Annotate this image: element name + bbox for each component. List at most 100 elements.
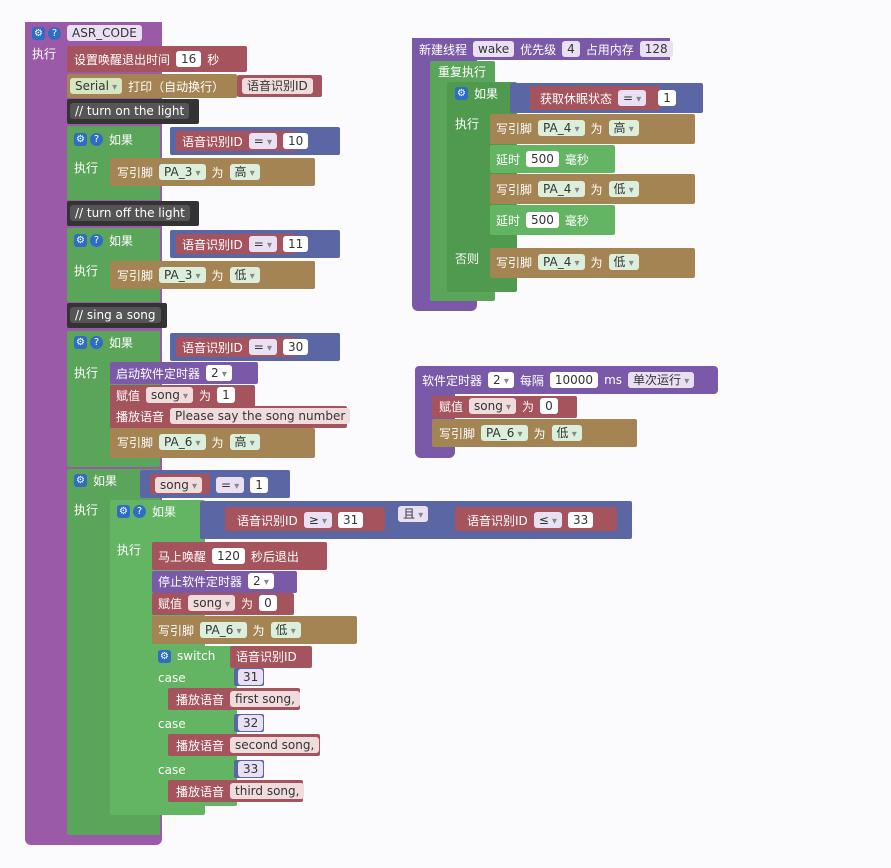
pin-dropdown[interactable]: PA_6 [481,425,528,441]
play-text[interactable]: first song, [230,691,300,707]
gear-icon[interactable]: ⚙ [74,132,87,146]
wake-now-label: 马上唤醒 [158,549,207,564]
timer-id[interactable]: 2 [488,372,514,388]
inner-val2[interactable]: 33 [568,512,594,528]
write-label: 写引脚 [117,165,154,180]
pin-dropdown[interactable]: PA_6 [159,434,206,450]
if1-op[interactable]: = [248,133,278,149]
thread-label: 新建线程 [419,42,468,57]
wake-now-val[interactable]: 120 [212,548,245,564]
inner-exec: 执行 [117,542,142,557]
if2-val[interactable]: 11 [283,236,309,252]
if1-val[interactable]: 10 [283,133,309,149]
write-pin-block[interactable] [110,158,315,186]
level-dropdown[interactable]: 低 [551,425,582,441]
delay-val[interactable]: 500 [526,151,559,167]
thread-if-op[interactable]: = [618,90,647,106]
start-timer-val[interactable]: 2 [206,365,232,381]
delay-label: 延时 [496,213,521,228]
and-dropdown[interactable]: 且 [398,506,429,522]
if4-val[interactable]: 1 [250,477,268,493]
pin-dropdown[interactable]: PA_6 [200,622,247,638]
help-icon[interactable]: ? [90,335,103,349]
inner-var1: 语音识别ID [237,513,298,528]
gear-icon[interactable]: ⚙ [158,649,171,663]
gear-icon[interactable]: ⚙ [74,473,87,487]
switch-block[interactable] [152,646,237,806]
if3-val[interactable]: 30 [283,339,309,355]
if4-var[interactable]: song [155,477,203,493]
level-dropdown[interactable]: 低 [270,622,301,638]
play-text[interactable]: Please say the song number [170,408,351,424]
gear-icon[interactable]: ⚙ [32,26,45,40]
pin-dropdown[interactable]: PA_4 [538,120,585,136]
assign-val[interactable]: 0 [259,595,277,611]
help-icon[interactable]: ? [48,26,61,40]
asr-title[interactable]: ASR_CODE [67,25,142,41]
comment-3-text[interactable]: // sing a song [70,307,161,323]
if3-op[interactable]: = [248,339,278,355]
wake-value[interactable]: 16 [176,51,202,67]
timer-ms[interactable]: 10000 [549,372,599,388]
level-dropdown[interactable]: 高 [229,164,260,180]
delay-val[interactable]: 500 [526,212,559,228]
serial-port-dropdown[interactable]: Serial [70,78,123,94]
switch-var: 语音识别ID [236,649,297,664]
serial-var[interactable]: 语音识别ID [242,78,313,94]
write-pin-block[interactable] [432,419,637,447]
assign-val[interactable]: 0 [540,398,558,414]
inner-op1[interactable]: ≥ [303,512,333,528]
thread-if-val[interactable]: 1 [658,90,676,106]
level-dropdown[interactable]: 低 [608,181,639,197]
write-label: 写引脚 [439,426,476,441]
write-pin-block[interactable] [490,248,695,278]
thread-name[interactable]: wake [473,41,515,57]
inner-var2: 语音识别ID [467,513,528,528]
assign-var[interactable]: song [188,595,236,611]
play-text[interactable]: third song, [230,783,305,799]
as-label: 为 [590,121,603,136]
write-pin-block[interactable] [110,428,315,458]
level-dropdown[interactable]: 低 [229,267,260,283]
case-val[interactable]: 32 [238,715,264,731]
gear-icon[interactable]: ⚙ [455,86,468,100]
case-val[interactable]: 31 [238,669,264,685]
case-val[interactable]: 33 [238,761,264,777]
assign-as: 为 [241,596,254,611]
timer-mode[interactable]: 单次运行 [628,372,695,388]
write-pin-block[interactable] [110,261,315,289]
thread-mem[interactable]: 128 [639,41,673,57]
level-dropdown[interactable]: 高 [229,434,260,450]
assign-var[interactable]: song [146,387,194,403]
as-label: 为 [590,255,603,270]
inner-val1[interactable]: 31 [338,512,364,528]
inner-op2[interactable]: ≤ [533,512,563,528]
pin-dropdown[interactable]: PA_4 [538,254,585,270]
gear-icon[interactable]: ⚙ [74,335,87,349]
write-label: 写引脚 [117,435,154,450]
help-icon[interactable]: ? [90,233,103,247]
if2-op[interactable]: = [248,236,278,252]
stop-timer-val[interactable]: 2 [248,573,274,589]
assign-var[interactable]: song [469,398,517,414]
case-label: case [158,763,186,777]
if4-op[interactable]: = [216,477,245,493]
write-pin-block[interactable] [490,114,695,144]
play-text[interactable]: second song, [230,737,320,753]
pin-dropdown[interactable]: PA_3 [159,267,206,283]
write-pin-block[interactable] [152,616,357,644]
assign-val[interactable]: 1 [217,387,235,403]
level-dropdown[interactable]: 低 [608,254,639,270]
write-pin-block[interactable] [490,174,695,204]
thread-prio[interactable]: 4 [562,41,580,57]
pin-dropdown[interactable]: PA_4 [538,181,585,197]
gear-icon[interactable]: ⚙ [74,233,87,247]
gear-icon[interactable]: ⚙ [117,504,130,518]
help-icon[interactable]: ? [133,504,146,518]
wake-time-block[interactable] [67,46,247,72]
pin-dropdown[interactable]: PA_3 [159,164,206,180]
level-dropdown[interactable]: 高 [608,120,639,136]
help-icon[interactable]: ? [90,132,103,146]
comment-1-text[interactable]: // turn on the light [70,103,190,119]
comment-2-text[interactable]: // turn off the light [70,205,190,221]
